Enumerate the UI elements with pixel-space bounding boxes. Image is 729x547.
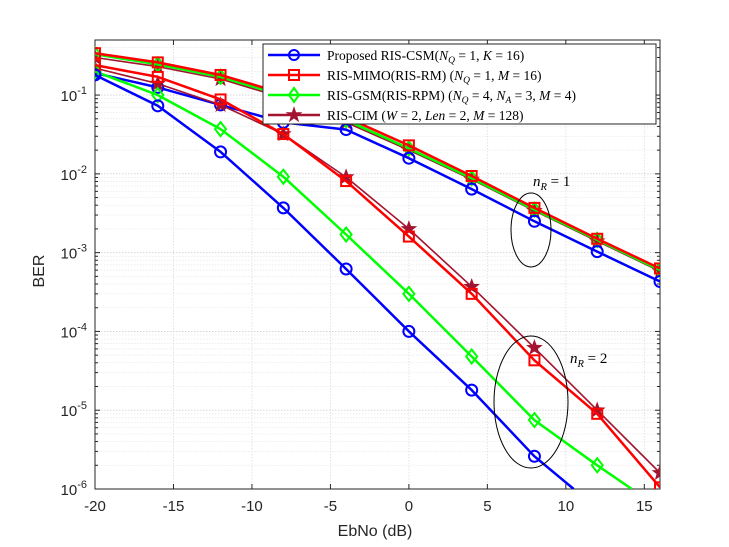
series-marker-ris-mimo-ris-rm-nr2 bbox=[591, 407, 604, 420]
series-proposed-ris-csm-nr1 bbox=[95, 66, 660, 289]
series-marker-ris-mimo-ris-rm-nr2 bbox=[402, 230, 415, 243]
series-marker-proposed-ris-csm-nr2 bbox=[339, 262, 353, 276]
x-tick-label: 0 bbox=[405, 498, 413, 515]
series-marker-ris-mimo-ris-rm-nr2 bbox=[465, 287, 478, 300]
x-tick-label: -10 bbox=[241, 498, 263, 515]
series-marker-ris-mimo-ris-rm-nr2 bbox=[277, 128, 290, 141]
y-tick-label: 10-1 bbox=[61, 85, 87, 105]
series-ris-mimo-ris-rm-nr2 bbox=[95, 59, 660, 489]
legend-marker-ris-cim bbox=[285, 106, 303, 123]
x-tick-label: 15 bbox=[636, 498, 653, 515]
series-marker-ris-cim-nr2 bbox=[526, 339, 543, 355]
series-marker-ris-mimo-ris-rm-nr2 bbox=[340, 175, 353, 188]
series-marker-proposed-ris-csm-nr2 bbox=[276, 201, 290, 215]
legend-entry-ris-gsm: RIS-GSM(RIS-RPM) (NQ = 4, NA = 3, M = 4) bbox=[268, 86, 576, 106]
series-line-proposed-ris-csm-nr1 bbox=[95, 71, 660, 283]
legend-label-ris-cim: RIS-CIM (W = 2, Len = 2, M = 128) bbox=[327, 108, 524, 123]
series-marker-ris-gsm-ris-rpm-nr2 bbox=[402, 285, 416, 303]
series-marker-ris-mimo-ris-rm-nr2 bbox=[214, 93, 227, 106]
series-marker-proposed-ris-csm-nr2 bbox=[465, 383, 479, 397]
annotation-ellipse-nr2 bbox=[493, 335, 569, 469]
annotation-nr2: nR = 2 bbox=[570, 351, 607, 370]
y-tick-label: 10-2 bbox=[61, 164, 87, 184]
x-tick-label: 10 bbox=[557, 498, 574, 515]
series-marker-proposed-ris-csm-nr1 bbox=[465, 182, 479, 196]
y-tick-label: 10-3 bbox=[61, 243, 87, 263]
series-marker-proposed-ris-csm-nr1 bbox=[653, 275, 660, 289]
series-line-proposed-ris-csm-nr2 bbox=[95, 73, 575, 489]
series-line-ris-mimo-ris-rm-nr2 bbox=[95, 63, 660, 489]
legend-entry-ris-csm: Proposed RIS-CSM(NQ = 1, K = 16) bbox=[268, 48, 524, 66]
series-line-ris-gsm-ris-rpm-nr2 bbox=[95, 70, 633, 489]
series-marker-ris-mimo-ris-rm-nr1 bbox=[465, 169, 478, 182]
series-marker-ris-mimo-ris-rm-nr1 bbox=[654, 262, 660, 275]
y-tick-label: 10-5 bbox=[61, 400, 87, 420]
x-tick-label: -20 bbox=[84, 498, 106, 515]
series-marker-ris-mimo-ris-rm-nr1 bbox=[214, 68, 227, 81]
series-marker-ris-mimo-ris-rm-nr2 bbox=[654, 481, 660, 489]
series-line-ris-gsm-ris-rpm-nr1 bbox=[95, 52, 660, 272]
series-marker-ris-mimo-ris-rm-nr1 bbox=[151, 56, 164, 69]
legend-marker-ris-gsm bbox=[287, 86, 301, 104]
series-marker-proposed-ris-csm-nr2 bbox=[214, 145, 228, 159]
series-marker-ris-gsm-ris-rpm-nr2 bbox=[151, 86, 165, 104]
x-tick-label: -15 bbox=[163, 498, 185, 515]
series-marker-proposed-ris-csm-nr2 bbox=[95, 68, 102, 82]
series-marker-ris-gsm-ris-rpm-nr2 bbox=[464, 347, 479, 366]
legend-box bbox=[262, 43, 657, 125]
series-ris-gsm-ris-rpm-nr2 bbox=[95, 62, 633, 489]
series-proposed-ris-csm-nr2 bbox=[95, 68, 575, 489]
x-axis-label: EbNo (dB) bbox=[338, 523, 413, 540]
series-marker-ris-mimo-ris-rm-nr1 bbox=[402, 139, 415, 152]
series-marker-proposed-ris-csm-nr1 bbox=[590, 245, 604, 259]
series-marker-ris-gsm-ris-rpm-nr2 bbox=[276, 168, 291, 186]
series-marker-proposed-ris-csm-nr2 bbox=[527, 449, 541, 463]
series-line-ris-mimo-ris-rm-nr1 bbox=[95, 51, 660, 270]
series-marker-ris-gsm-ris-rpm-nr2 bbox=[527, 411, 542, 429]
series-marker-ris-gsm-ris-rpm-nr2 bbox=[590, 456, 604, 474]
y-tick-label: 10-6 bbox=[61, 479, 87, 499]
annotations: nR = 1 nR = 2 bbox=[493, 174, 607, 469]
annotation-nr1: nR = 1 bbox=[533, 174, 570, 193]
series-marker-ris-gsm-ris-rpm-nr2 bbox=[213, 120, 228, 138]
series-marker-proposed-ris-csm-nr2 bbox=[151, 99, 165, 113]
legend-label-ris-csm: Proposed RIS-CSM(NQ = 1, K = 16) bbox=[327, 48, 524, 66]
y-axis-label: BER bbox=[31, 255, 48, 288]
series-marker-ris-cim-nr2 bbox=[651, 464, 660, 481]
y-tick-label: 10-4 bbox=[61, 321, 87, 341]
series-marker-ris-gsm-ris-rpm-nr1 bbox=[95, 45, 102, 63]
legend-label-ris-gsm: RIS-GSM(RIS-RPM) (NQ = 4, NA = 3, M = 4) bbox=[327, 88, 576, 106]
series-marker-ris-gsm-ris-rpm-nr2 bbox=[95, 62, 102, 80]
x-tick-label: 5 bbox=[483, 498, 491, 515]
series-marker-ris-mimo-ris-rm-nr1 bbox=[95, 47, 101, 60]
series-ris-mimo-ris-rm-nr1 bbox=[95, 47, 660, 275]
legend-marker-ris-csm bbox=[288, 49, 300, 61]
ticks: -20 -15 -10 -5 0 5 10 15 10-6 10-5 10-4 10-3 10-2 10-… bbox=[61, 39, 660, 515]
series-marker-ris-mimo-ris-rm-nr1 bbox=[591, 232, 604, 245]
series-marker-ris-mimo-ris-rm-nr2 bbox=[95, 59, 101, 72]
series-marker-ris-mimo-ris-rm-nr2 bbox=[528, 354, 541, 367]
series-marker-ris-mimo-ris-rm-nr1 bbox=[528, 201, 541, 214]
series-marker-ris-mimo-ris-rm-nr2 bbox=[151, 70, 164, 83]
legend-label-ris-mimo: RIS-MIMO(RIS-RM) (NQ = 1, M = 16) bbox=[327, 68, 542, 86]
legend-entry-ris-mimo: RIS-MIMO(RIS-RM) (NQ = 1, M = 16) bbox=[268, 68, 542, 86]
legend-marker-ris-mimo bbox=[288, 69, 300, 81]
x-tick-label: -5 bbox=[324, 498, 337, 515]
legend-entry-ris-cim: RIS-CIM (W = 2, Len = 2, M = 128) bbox=[268, 106, 524, 123]
series-marker-ris-gsm-ris-rpm-nr1 bbox=[464, 169, 479, 187]
series-marker-ris-gsm-ris-rpm-nr2 bbox=[339, 225, 353, 244]
series-marker-proposed-ris-csm-nr2 bbox=[402, 324, 416, 338]
annotation-ellipse-nr1 bbox=[510, 192, 552, 268]
series-marker-proposed-ris-csm-nr1 bbox=[527, 214, 541, 228]
legend: Proposed RIS-CSM(NQ = 1, K = 16) RIS-MIM… bbox=[262, 43, 657, 125]
series-marker-proposed-ris-csm-nr1 bbox=[402, 151, 416, 165]
